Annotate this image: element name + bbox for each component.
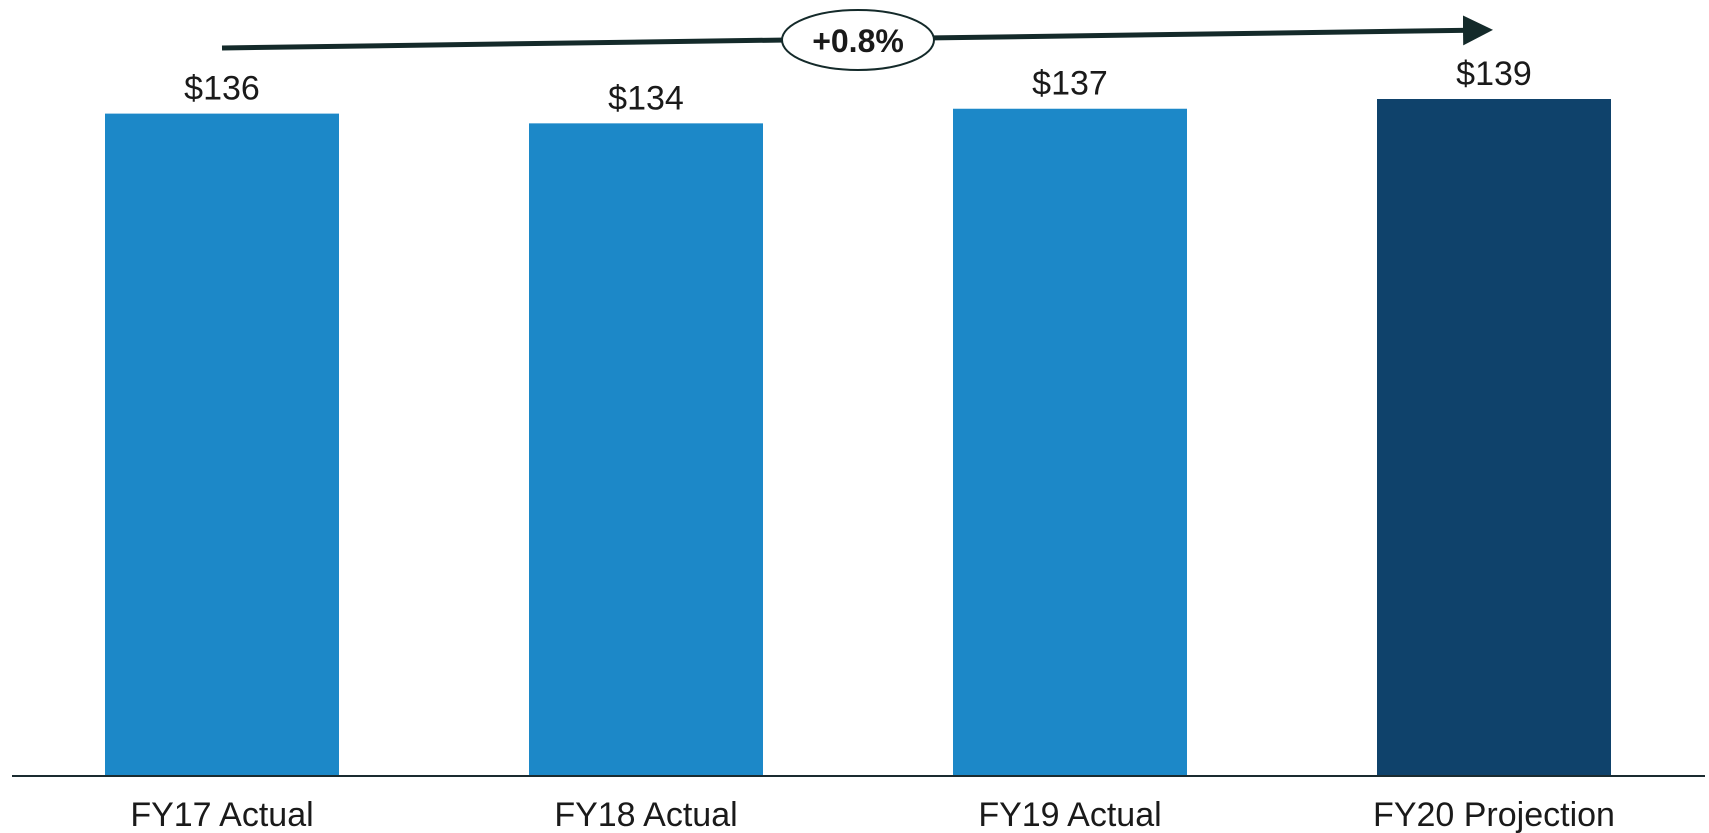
value-label: $139 (1456, 55, 1532, 93)
category-label: FY17 Actual (130, 796, 313, 833)
value-label: $134 (608, 79, 684, 117)
category-labels-group: FY17 Actual FY18 Actual FY19 Actual FY20 Pr… (130, 796, 1615, 833)
value-labels-group: $136 $134 $137 $139 (184, 55, 1532, 117)
bars-group (105, 99, 1611, 776)
bar-fy18-actual (529, 123, 763, 776)
growth-annotation: +0.8% (221, 9, 1493, 71)
category-label: FY18 Actual (554, 796, 737, 833)
value-label: $137 (1032, 65, 1108, 103)
bar-fy17-actual (105, 113, 339, 776)
bar-fy20-projection (1377, 99, 1611, 776)
growth-badge (781, 9, 935, 71)
bar-fy19-actual (953, 108, 1187, 776)
category-label: FY20 Projection (1373, 796, 1615, 833)
growth-rate-label: +0.8% (812, 23, 904, 59)
category-label: FY19 Actual (978, 796, 1161, 833)
value-label: $136 (184, 70, 260, 108)
